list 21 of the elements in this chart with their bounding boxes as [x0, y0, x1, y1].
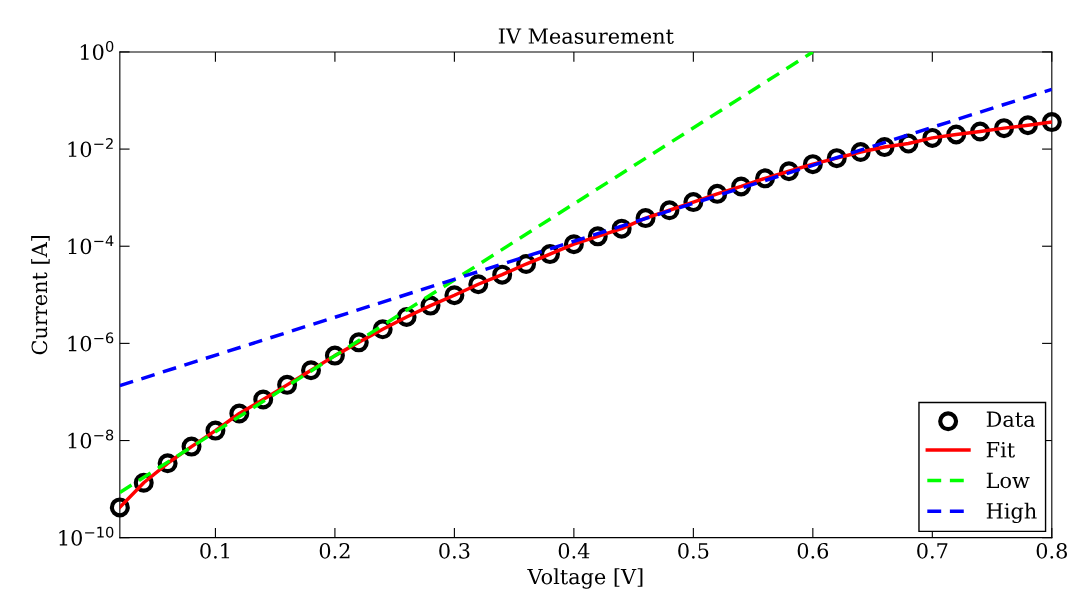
- legend-label: Low: [986, 472, 1030, 489]
- y-tick-label: 10$^{0}$: [80, 40, 114, 60]
- x-tick-label: 0.3: [439, 542, 470, 559]
- y-tick-label: 10$^{−8}$: [68, 429, 114, 449]
- x-tick-label: 0.4: [558, 542, 590, 559]
- y-axis-title: Current [A]: [31, 235, 50, 355]
- x-tick-label: 0.5: [678, 542, 709, 559]
- legend-label: High: [986, 502, 1037, 524]
- y-tick-label: 10$^{−6}$: [68, 332, 114, 352]
- chart-title: IV Measurement: [498, 28, 674, 44]
- legend-label: Data: [986, 411, 1035, 428]
- x-tick-label: 0.2: [319, 542, 350, 559]
- x-tick-label: 0.8: [1036, 542, 1067, 559]
- y-tick-label: 10$^{−4}$: [68, 235, 114, 255]
- x-axis-title: Voltage [V]: [527, 568, 643, 589]
- y-tick-label: 10$^{−2}$: [68, 138, 113, 158]
- y-tick-label: 10$^{−10}$: [59, 526, 114, 546]
- x-tick-label: 0.6: [797, 542, 829, 559]
- x-tick-label: 0.1: [200, 542, 230, 559]
- x-tick-label: 0.7: [917, 542, 948, 559]
- legend-label: Fit: [986, 441, 1015, 458]
